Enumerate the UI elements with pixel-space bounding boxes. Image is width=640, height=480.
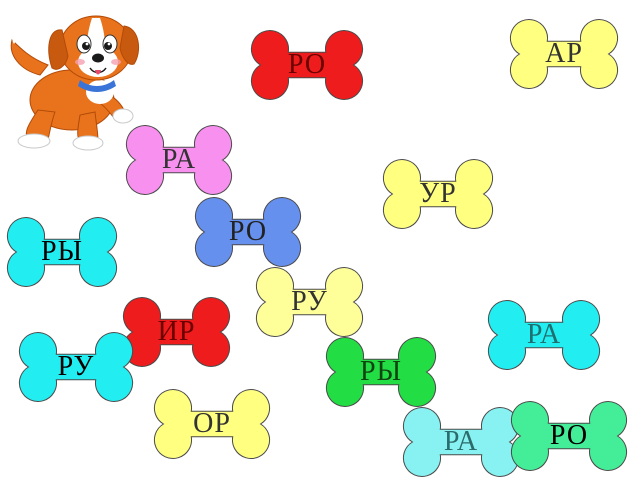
bone-label: ИР — [157, 316, 196, 347]
bone-label: УР — [419, 178, 457, 209]
bone-shape — [153, 389, 271, 459]
syllable-bone[interactable]: РЫ — [325, 337, 437, 407]
bone-shape — [122, 297, 231, 367]
syllable-bone[interactable]: ОР — [153, 389, 271, 459]
bone-shape — [325, 337, 437, 407]
bone-shape — [382, 159, 494, 229]
syllable-bone[interactable]: РУ — [18, 332, 134, 402]
bone-shape — [509, 19, 619, 89]
bone-shape — [194, 197, 302, 267]
bone-shape — [18, 332, 134, 402]
bone-shape — [510, 401, 628, 471]
bone-label: РУ — [57, 351, 95, 382]
bone-shape — [250, 30, 364, 100]
bone-label: РО — [228, 216, 268, 247]
syllable-bone[interactable]: РА — [487, 300, 601, 370]
bone-label: РЫ — [360, 356, 402, 387]
syllable-bone[interactable]: РО — [250, 30, 364, 100]
bone-label: РА — [161, 144, 197, 175]
bone-label: АР — [545, 38, 583, 69]
bone-label: РЫ — [41, 236, 83, 267]
bone-shape — [125, 125, 233, 195]
bone-label: РА — [526, 319, 562, 350]
syllable-bone[interactable]: АР — [509, 19, 619, 89]
bone-shape — [487, 300, 601, 370]
syllable-bone[interactable]: РО — [194, 197, 302, 267]
bone-label: РО — [549, 420, 589, 451]
puppy-icon — [10, 15, 140, 151]
bone-label: РА — [443, 426, 479, 457]
syllable-bone[interactable]: ИР — [122, 297, 231, 367]
syllable-bone[interactable]: РА — [402, 407, 520, 477]
syllable-bone[interactable]: РО — [510, 401, 628, 471]
syllable-bone[interactable]: РУ — [255, 267, 364, 337]
bone-label: РУ — [291, 286, 328, 317]
syllable-bone[interactable]: РЫ — [6, 217, 118, 287]
bone-shape — [6, 217, 118, 287]
bone-label: ОР — [193, 408, 231, 439]
syllable-bone[interactable]: УР — [382, 159, 494, 229]
bone-label: РО — [287, 49, 327, 80]
syllable-bone[interactable]: РА — [125, 125, 233, 195]
bone-shape — [255, 267, 364, 337]
